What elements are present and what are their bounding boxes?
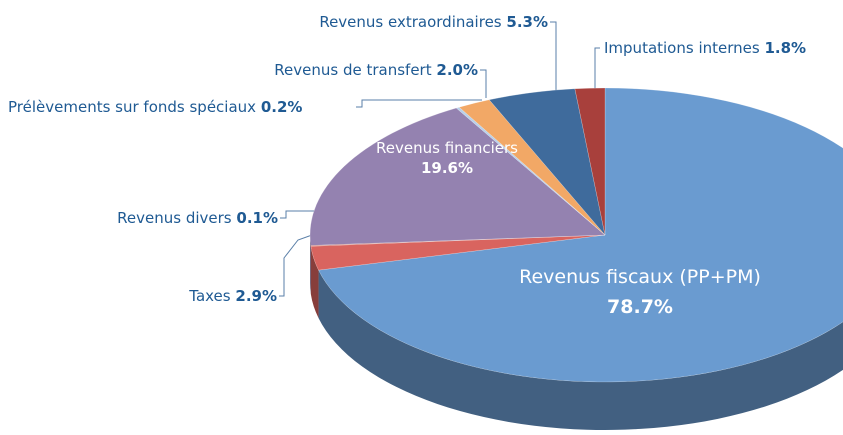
pie-slice	[309, 107, 606, 246]
slice-name: Revenus financiers	[376, 139, 518, 157]
leader-line	[280, 210, 314, 219]
slice-value: 0.2%	[260, 98, 303, 116]
slice-name: Revenus fiscaux (PP+PM)	[519, 266, 761, 288]
pie-tops	[309, 87, 843, 383]
slice-label: Imputations internes 1.8%	[604, 38, 806, 58]
leader-line	[480, 69, 487, 98]
slice-name: Revenus divers	[117, 209, 232, 227]
slice-name: Revenus de transfert	[274, 61, 432, 79]
slice-value: 1.8%	[764, 39, 807, 57]
slice-label: Revenus fiscaux (PP+PM) 78.7%	[500, 262, 780, 322]
slice-value: 2.9%	[235, 287, 277, 305]
pie-slice	[488, 88, 606, 236]
slice-label: Revenus de transfert 2.0%	[274, 60, 478, 80]
pie-slice-side	[318, 270, 843, 430]
pie-slice	[318, 87, 843, 383]
leader-line	[550, 21, 557, 92]
leader-lines	[279, 21, 600, 297]
slice-name: Imputations internes	[604, 39, 760, 57]
pie-slice	[574, 87, 606, 236]
slice-name: Taxes	[189, 287, 231, 305]
leader-line	[594, 47, 600, 92]
slice-value: 0.1%	[236, 209, 278, 227]
slice-label: Taxes 2.9%	[189, 286, 277, 306]
pie-sides	[310, 235, 843, 430]
pie-slice-side	[310, 235, 311, 294]
pie-slice	[458, 99, 606, 236]
slice-label: Revenus financiers 19.6%	[372, 138, 522, 178]
pie-slice	[310, 234, 606, 247]
slice-name: Prélèvements sur fonds spéciaux	[8, 98, 257, 116]
leader-line	[356, 99, 482, 108]
slice-label: Revenus divers 0.1%	[117, 208, 278, 228]
pie-slice	[455, 106, 606, 236]
slice-label: Revenus extraordinaires 5.3%	[319, 12, 548, 32]
slice-value: 19.6%	[420, 159, 474, 177]
slice-name: Revenus extraordinaires	[319, 13, 502, 31]
pie-slice-side	[310, 246, 319, 319]
slice-value: 2.0%	[436, 61, 478, 79]
slice-value: 5.3%	[506, 13, 548, 31]
slice-value: 78.7%	[607, 296, 673, 318]
leader-line	[279, 234, 313, 297]
slice-label: Prélèvements sur fonds spéciaux 0.2%	[8, 97, 302, 117]
pie-slice	[310, 234, 606, 271]
